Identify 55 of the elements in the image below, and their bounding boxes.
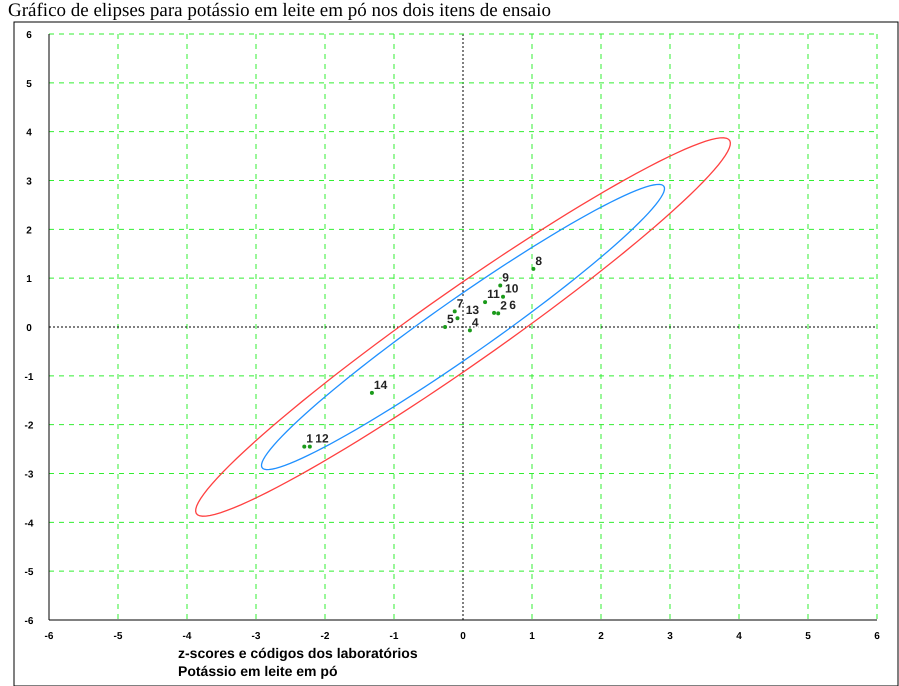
point [492,310,496,315]
annotation: 4 [472,315,479,330]
x-tick-label: -1 [390,631,399,642]
annotation: 14 [374,378,388,392]
x-tick-label: 3 [667,631,674,642]
y-tick-label: 4 [26,128,32,139]
y-tick-label: 1 [26,274,32,286]
x-axis-title: z-scores e códigos dos laboratórios [178,645,418,661]
annotation: 6 [509,298,516,312]
point [455,316,460,320]
y-tick-label: 2 [26,225,32,236]
point [531,266,536,271]
y-tick-label: -6 [24,616,34,627]
annotation: 11 [487,287,500,302]
x-tick-label: -5 [114,631,123,642]
y-tick-label: 5 [26,78,32,90]
y-tick-label: -4 [24,518,34,530]
annotation: 12 [315,432,329,446]
point [468,328,472,332]
x-tick-label: -2 [320,631,330,642]
y-tick-label: 6 [26,30,32,41]
y-tick-label: -5 [24,567,34,578]
text: Potássio em leite em pó [178,663,338,679]
point [501,294,506,299]
point [452,309,457,314]
annotation: 10 [505,282,519,296]
point [443,325,448,329]
point [370,390,374,395]
y-tick-label: -1 [24,372,34,383]
x-tick-label: 4 [736,631,742,642]
x-tick-label: -6 [44,631,54,642]
x-tick-label: 6 [874,631,880,642]
annotation: 5 [447,312,454,326]
x-tick-label: 2 [598,631,604,642]
annotation: 9 [502,270,510,284]
x-tick-label: 0 [460,631,466,642]
x-tick-label: -3 [252,631,261,642]
annotation: 13 [466,303,480,318]
y-tick-label: -2 [24,420,34,432]
point [302,444,306,449]
point [308,444,312,449]
point [498,283,502,288]
x-tick-label: -4 [182,631,192,642]
y-tick-label: -3 [24,470,34,480]
x-tick-label: 5 [805,631,812,642]
annotation: 1 [306,432,314,446]
annotation: 2 [500,298,508,312]
y-tick-label: 3 [26,176,32,188]
point [483,300,488,304]
chart-title: Gráfico de elipses para potássio em leite em pó nos dois itens de ensaio [8,0,551,21]
annotation: 7 [456,296,464,310]
annotation: 8 [535,254,542,268]
point [496,311,500,316]
x-tick-label: 1 [529,631,536,642]
y-tick-label: 0 [26,323,32,334]
